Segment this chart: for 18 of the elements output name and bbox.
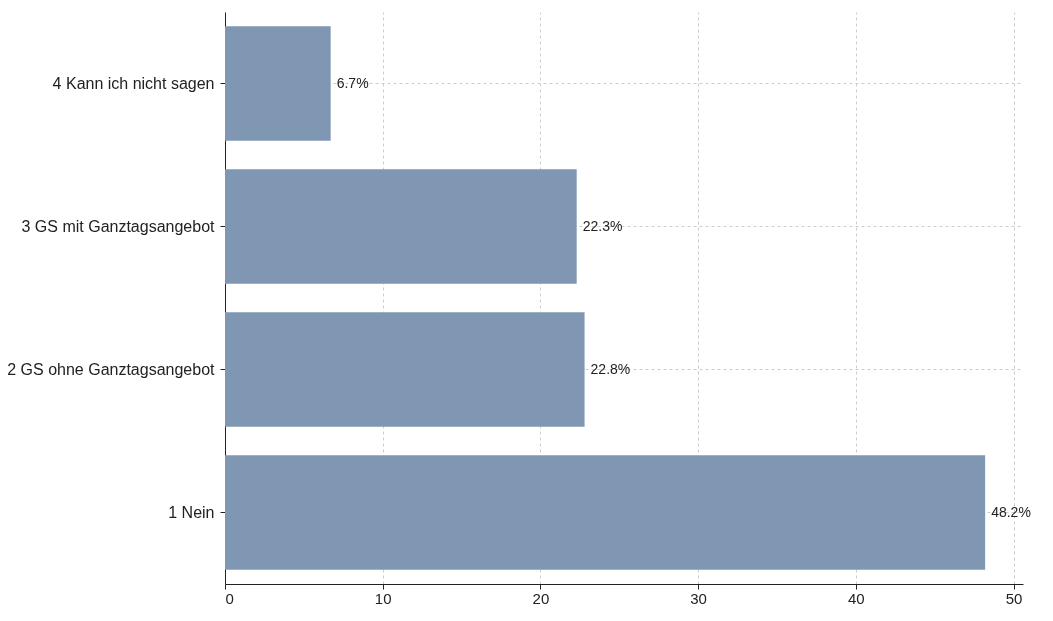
data-label: 6.7% — [336, 74, 369, 91]
x-tick-label: 40 — [847, 589, 865, 607]
data-label: 22.3% — [582, 217, 623, 234]
y-tick-label: 3 GS mit Ganztagsangebot — [21, 217, 216, 235]
x-tick-label: 10 — [374, 589, 392, 607]
y-tick-label: 2 GS ohne Ganztagsangebot — [7, 360, 216, 378]
data-label: 48.2% — [991, 503, 1031, 520]
y-tick-label: 4 Kann ich nicht sagen — [52, 74, 215, 92]
x-tick-label: 20 — [532, 589, 550, 607]
x-tick-label: 30 — [690, 589, 707, 607]
bar — [225, 312, 585, 427]
bar — [225, 169, 577, 284]
x-tick-label: 0 — [225, 589, 234, 607]
bar — [225, 26, 331, 141]
y-tick-label: 1 Nein — [168, 503, 215, 521]
x-tick-label: 50 — [1005, 589, 1023, 607]
data-label: 22.8% — [590, 360, 631, 377]
bar — [225, 455, 986, 570]
